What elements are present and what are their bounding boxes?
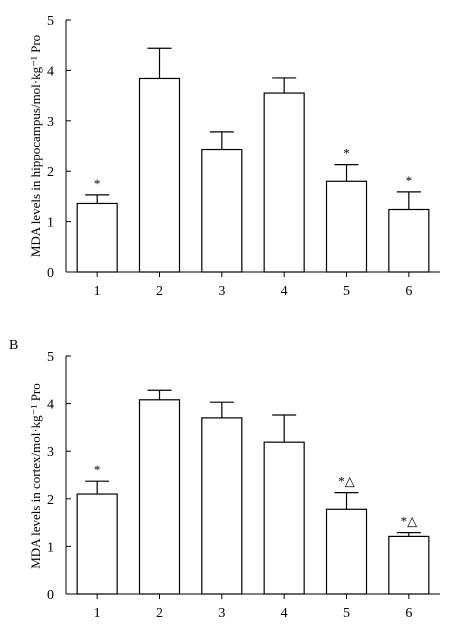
significance-marker: * [406, 173, 413, 188]
y-tick-label: 5 [47, 350, 54, 365]
y-tick-label: 0 [47, 588, 54, 603]
significance-marker: * [94, 462, 101, 477]
bar [76, 493, 118, 595]
bar [325, 508, 368, 595]
y-tick-label: 2 [47, 165, 54, 180]
significance-marker: *△ [338, 474, 355, 489]
chart-marks: 0 1 2 3 4 5 * 1 2 3 4 *△ 5 *△ 6 [47, 350, 430, 621]
significance-marker: *△ [401, 514, 418, 529]
bar [201, 417, 243, 595]
significance-marker: * [94, 176, 101, 191]
x-tick-label: 3 [218, 606, 225, 621]
x-tick-label: 3 [218, 284, 225, 299]
x-tick-label: 5 [343, 606, 350, 621]
bar [201, 148, 243, 273]
panel-label: B [9, 338, 18, 353]
bar [263, 441, 305, 595]
y-tick-label: 4 [47, 398, 54, 413]
y-tick-label: 3 [47, 445, 54, 460]
x-tick-label: 2 [156, 606, 163, 621]
bar [388, 535, 430, 595]
bar [263, 92, 305, 273]
bar [138, 399, 181, 595]
chart-marks: 0 1 2 3 4 5 * 1 2 3 4 * 5 * 6 [47, 14, 430, 299]
bar [76, 202, 118, 273]
x-tick-label: 4 [281, 606, 288, 621]
significance-marker: * [343, 146, 350, 161]
x-tick-label: 1 [94, 606, 101, 621]
x-tick-label: 1 [94, 284, 101, 299]
bar [138, 77, 181, 273]
y-tick-label: 2 [47, 493, 54, 508]
y-tick-label: 4 [47, 64, 54, 79]
x-tick-label: 5 [343, 284, 350, 299]
bar [325, 180, 368, 273]
x-tick-label: 4 [281, 284, 288, 299]
y-axis-title: MDA levels in hippocampus/mol·kg⁻¹ Pro [28, 35, 43, 257]
bar [388, 208, 430, 273]
x-tick-label: 2 [156, 284, 163, 299]
x-tick-label: 6 [405, 606, 412, 621]
y-tick-label: 5 [47, 14, 54, 29]
y-axis-title: MDA levels in cortex/mol·kg⁻¹ Pro [28, 383, 43, 569]
chart-panel-a: MDA levels in hippocampus/mol·kg⁻¹ Pro 0… [28, 14, 440, 299]
chart-panel-b: B MDA levels in cortex/mol·kg⁻¹ Pro 0 1 2 3… [9, 338, 440, 621]
y-tick-label: 3 [47, 115, 54, 130]
x-tick-label: 6 [405, 284, 412, 299]
y-tick-label: 0 [47, 266, 54, 281]
y-tick-label: 1 [47, 540, 54, 555]
y-tick-label: 1 [47, 216, 54, 231]
